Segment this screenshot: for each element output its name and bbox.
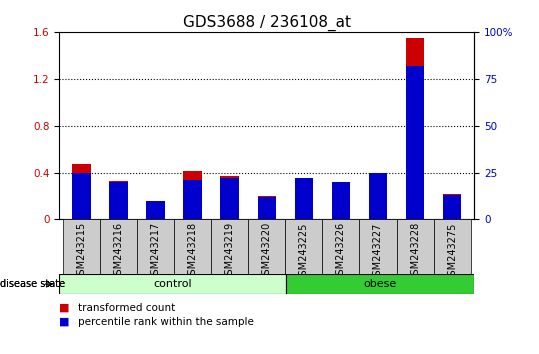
Bar (443, 195, 461, 219)
Bar (248, 219, 285, 274)
Text: disease state: disease state (0, 279, 65, 289)
Text: GSM243216: GSM243216 (114, 222, 123, 281)
Bar (174, 219, 211, 274)
Bar (109, 181, 128, 219)
Bar (360, 219, 397, 274)
Text: GSM243217: GSM243217 (150, 222, 161, 281)
Bar (295, 178, 313, 219)
Bar (331, 182, 350, 219)
Bar (220, 176, 239, 219)
Bar (322, 219, 360, 274)
Text: GSM243218: GSM243218 (188, 222, 198, 281)
Bar (147, 204, 165, 219)
Bar (406, 65, 424, 219)
Text: GSM243275: GSM243275 (447, 222, 457, 281)
Text: transformed count: transformed count (78, 303, 175, 313)
Text: GSM243220: GSM243220 (262, 222, 272, 281)
Text: GSM243228: GSM243228 (410, 222, 420, 281)
Bar (109, 182, 128, 219)
Text: ■: ■ (59, 317, 70, 327)
Bar (183, 171, 202, 219)
Text: GSM243227: GSM243227 (373, 222, 383, 281)
Bar (137, 219, 174, 274)
Bar (258, 197, 276, 219)
Bar (258, 196, 276, 219)
Bar (443, 194, 461, 219)
Bar (72, 172, 91, 219)
Bar (100, 219, 137, 274)
Text: control: control (153, 279, 192, 289)
Bar (369, 172, 387, 219)
Bar (211, 219, 248, 274)
Title: GDS3688 / 236108_at: GDS3688 / 236108_at (183, 14, 351, 30)
Text: obese: obese (363, 279, 397, 289)
Bar (183, 180, 202, 219)
Text: disease state: disease state (0, 279, 65, 289)
Bar (285, 219, 322, 274)
Bar (63, 219, 100, 274)
Bar (59, 274, 286, 294)
Text: GSM243219: GSM243219 (225, 222, 235, 281)
Bar (147, 201, 165, 219)
Bar (295, 178, 313, 219)
Text: GSM243215: GSM243215 (77, 222, 87, 281)
Text: GSM243226: GSM243226 (336, 222, 346, 281)
Bar (72, 164, 91, 219)
Text: ■: ■ (59, 303, 70, 313)
Bar (369, 175, 387, 219)
Bar (331, 182, 350, 219)
Text: GSM243225: GSM243225 (299, 222, 309, 281)
Bar (220, 178, 239, 219)
Bar (286, 274, 474, 294)
Bar (406, 38, 424, 219)
Bar (433, 219, 471, 274)
Text: percentile rank within the sample: percentile rank within the sample (78, 317, 254, 327)
Bar (397, 219, 433, 274)
